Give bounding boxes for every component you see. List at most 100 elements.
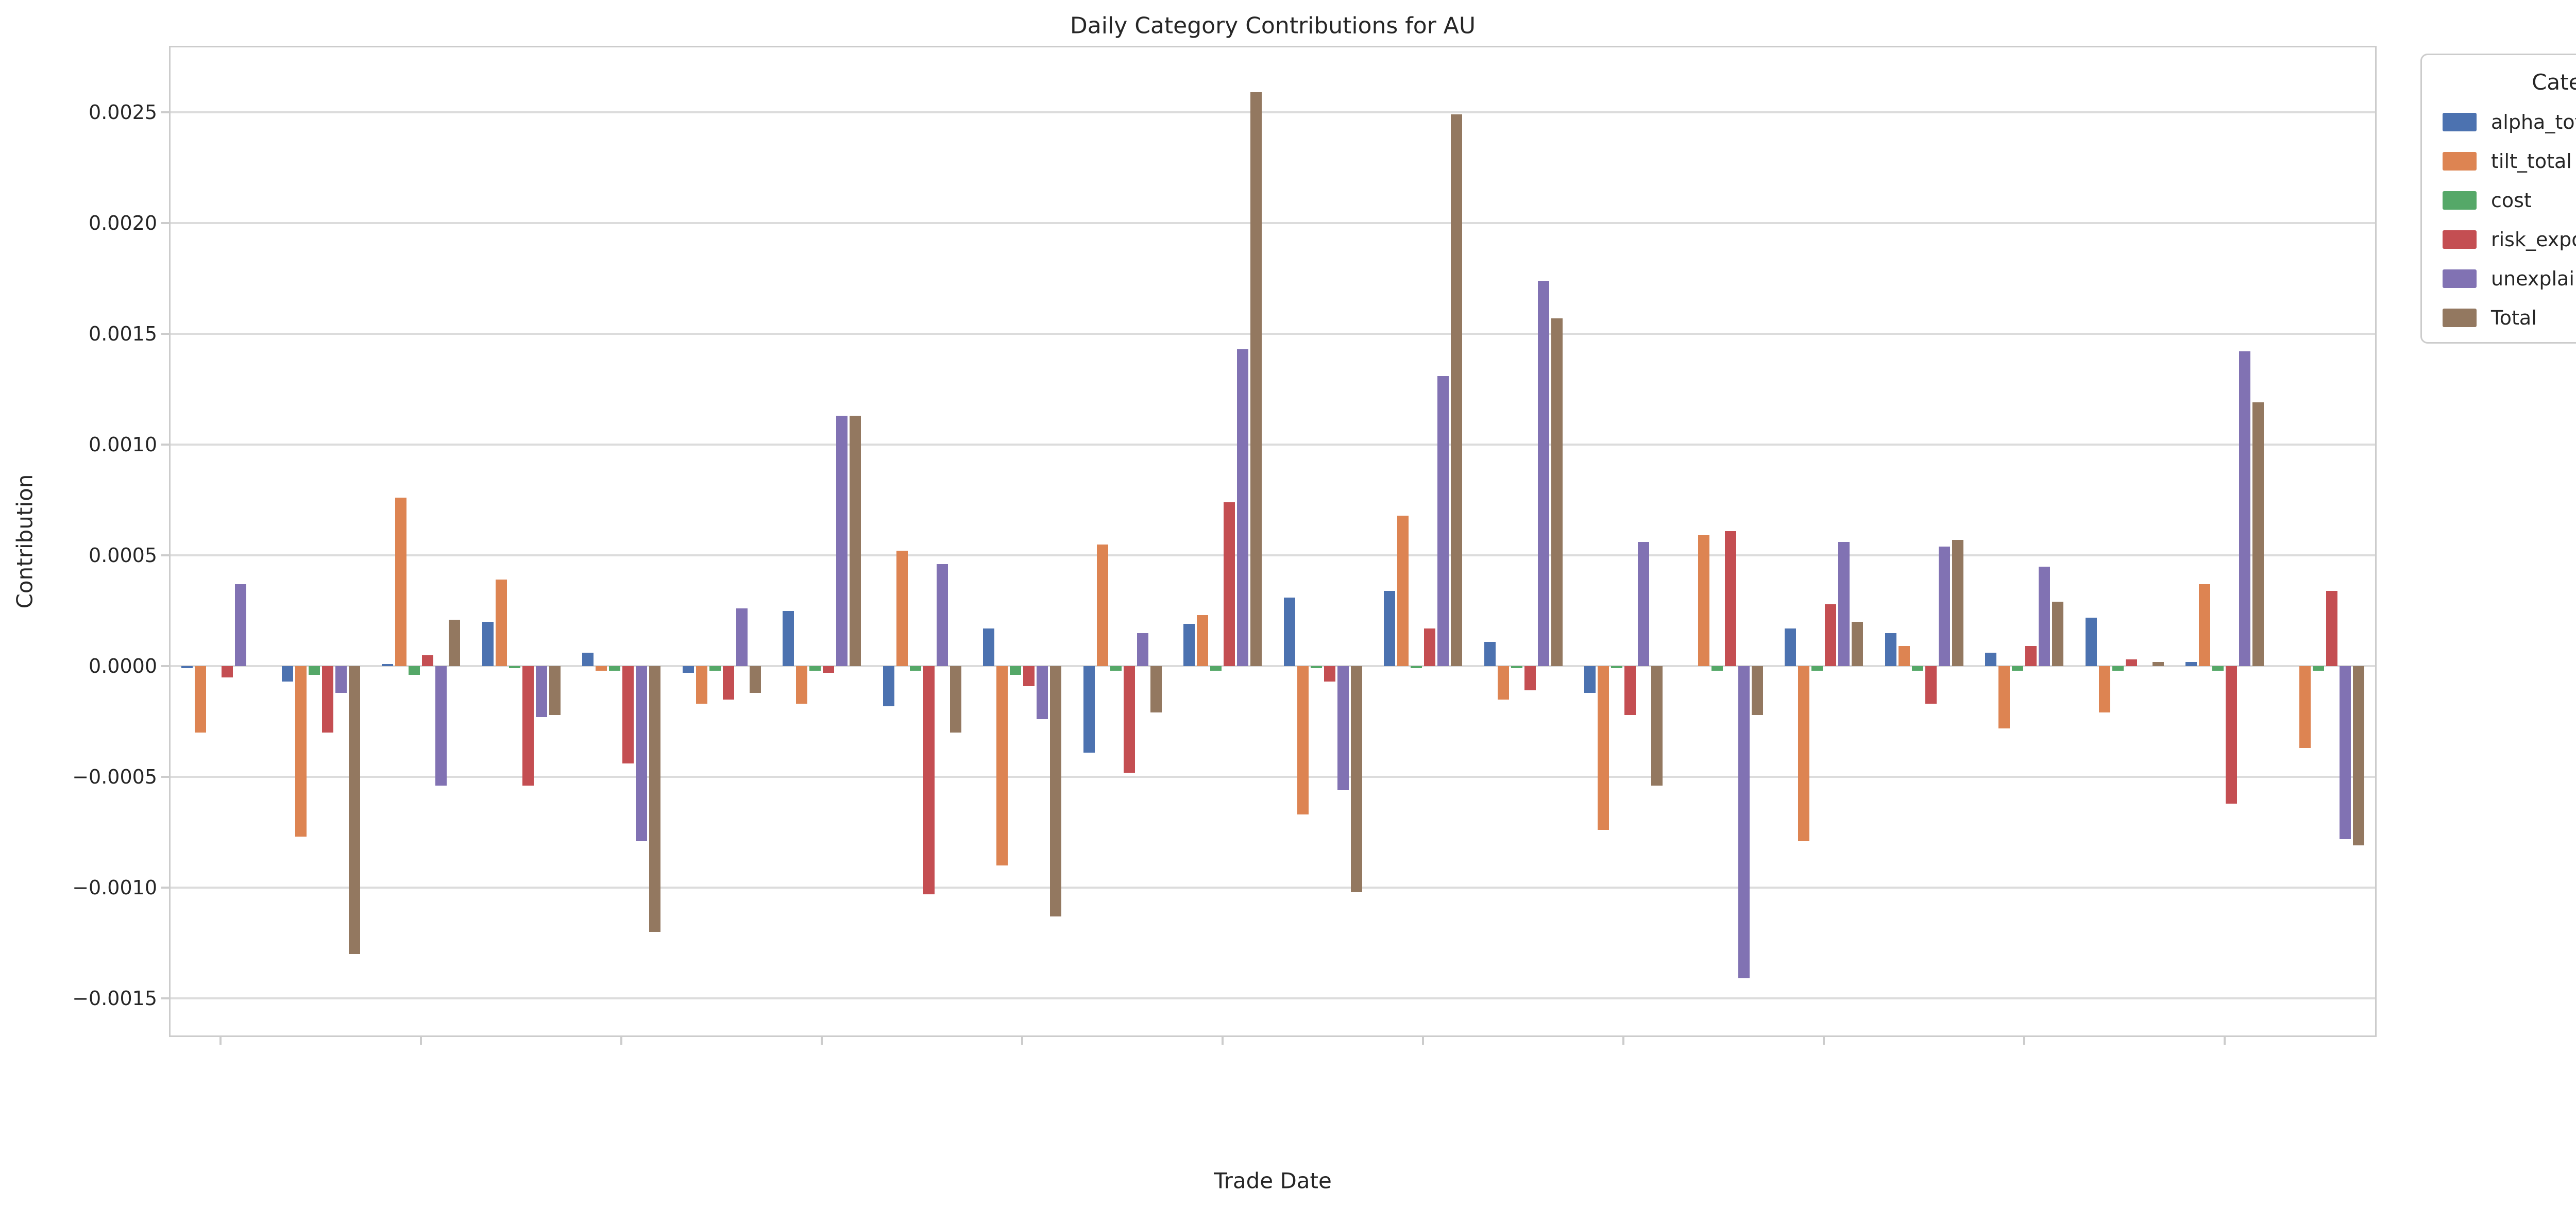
bar-unexplained-2025-05-16	[1337, 666, 1349, 790]
bar-risk_exposure-2025-05-21	[1624, 666, 1636, 715]
x-tick-mark	[1422, 1037, 1425, 1045]
gridline-y-0.0005	[171, 554, 2375, 557]
bar-Total-2025-05-08	[749, 666, 761, 693]
x-tick-mark	[1622, 1037, 1625, 1045]
bar-Total-2025-05-02	[348, 666, 360, 955]
bar-risk_exposure-2025-05-01	[222, 666, 233, 677]
bar-Total-2025-05-21	[1651, 666, 1663, 786]
bar-Total-2025-05-27	[2052, 602, 2064, 667]
bar-alpha_total-2025-05-26	[1885, 633, 1896, 667]
bar-risk_exposure-2025-05-02	[321, 666, 333, 733]
bar-unexplained-2025-05-20	[1537, 280, 1549, 667]
legend-swatch-alpha_total	[2443, 113, 2477, 131]
bar-risk_exposure-2025-05-14	[1123, 666, 1135, 773]
bar-cost-2025-05-12	[909, 666, 921, 671]
bar-tilt_total-2025-05-20	[1497, 666, 1509, 700]
y-tick-mark	[161, 887, 169, 889]
bar-Total-2025-05-14	[1150, 666, 1162, 713]
y-tick-mark	[161, 665, 169, 668]
bar-Total-2025-05-20	[1551, 318, 1563, 667]
y-tick-label: 0.0000	[89, 655, 157, 678]
bar-cost-2025-05-26	[1911, 666, 1923, 671]
bar-cost-2025-05-08	[709, 666, 721, 671]
bar-risk_exposure-2025-05-30	[2326, 590, 2337, 667]
bar-alpha_total-2025-05-09	[783, 610, 794, 667]
bar-Total-2025-05-19	[1451, 114, 1463, 667]
bar-cost-2025-05-09	[809, 666, 821, 671]
bar-risk_exposure-2025-05-13	[1023, 666, 1035, 686]
bar-unexplained-2025-05-30	[2339, 666, 2351, 839]
bar-unexplained-2025-05-13	[1037, 666, 1048, 720]
bar-alpha_total-2025-05-06	[482, 622, 494, 667]
legend-label-risk_exposure: risk_exposure	[2491, 228, 2576, 251]
y-tick-label: 0.0025	[89, 101, 157, 124]
bar-alpha_total-2025-05-08	[682, 666, 694, 673]
bar-unexplained-2025-05-05	[435, 666, 447, 786]
legend-swatch-tilt_total	[2443, 152, 2477, 171]
bar-Total-2025-05-06	[549, 666, 561, 715]
bar-alpha_total-2025-05-07	[582, 653, 594, 667]
x-axis-title: Trade Date	[1214, 1168, 1332, 1194]
bar-cost-2025-05-22	[1711, 666, 1723, 671]
bar-risk_exposure-2025-05-16	[1324, 666, 1335, 682]
bar-risk_exposure-2025-05-09	[823, 666, 835, 673]
bar-alpha_total-2025-05-27	[1985, 653, 1997, 667]
bar-unexplained-2025-05-19	[1437, 376, 1449, 667]
bar-cost-2025-05-16	[1310, 666, 1322, 669]
x-tick-mark	[420, 1037, 422, 1045]
bar-tilt_total-2025-05-23	[1798, 666, 1810, 841]
plot-area	[169, 46, 2377, 1037]
bar-cost-2025-05-14	[1110, 666, 1122, 671]
bar-Total-2025-05-23	[1852, 622, 1863, 667]
bar-alpha_total-2025-05-28	[2085, 617, 2097, 667]
legend-item-alpha_total: alpha_total	[2443, 112, 2576, 132]
bar-Total-2025-05-26	[1952, 539, 1963, 667]
bar-risk_exposure-2025-05-22	[1724, 531, 1736, 667]
legend-swatch-Total	[2443, 309, 2477, 327]
y-tick-label: 0.0005	[89, 544, 157, 567]
bar-tilt_total-2025-05-28	[2098, 666, 2110, 713]
bar-risk_exposure-2025-05-19	[1424, 628, 1436, 667]
gridline-y-0.0020	[171, 222, 2375, 225]
bar-Total-2025-05-13	[1050, 666, 1062, 917]
bar-Total-2025-05-15	[1250, 92, 1262, 667]
bar-Total-2025-05-16	[1350, 666, 1362, 892]
gridline-y-−0.0010	[171, 887, 2375, 889]
y-tick-label: −0.0010	[72, 876, 157, 899]
bar-tilt_total-2025-05-22	[1698, 535, 1709, 667]
chart-title: Daily Category Contributions for AU	[1070, 12, 1476, 39]
y-tick-label: 0.0020	[89, 212, 157, 235]
legend-item-Total: Total	[2443, 308, 2576, 328]
bar-Total-2025-05-09	[850, 416, 861, 667]
y-tick-label: −0.0015	[72, 987, 157, 1010]
bar-tilt_total-2025-05-01	[195, 666, 207, 733]
bar-alpha_total-2025-05-12	[883, 666, 894, 706]
bar-cost-2025-05-05	[409, 666, 420, 675]
bar-unexplained-2025-05-12	[936, 564, 948, 667]
y-tick-label: −0.0005	[72, 766, 157, 789]
legend-swatch-cost	[2443, 191, 2477, 210]
bar-risk_exposure-2025-05-05	[422, 655, 434, 667]
bar-tilt_total-2025-05-08	[696, 666, 707, 704]
y-tick-label: 0.0015	[89, 322, 157, 346]
bar-alpha_total-2025-05-02	[281, 666, 293, 682]
bar-alpha_total-2025-05-29	[2185, 661, 2197, 667]
legend-item-unexplained: unexplained	[2443, 269, 2576, 288]
bar-alpha_total-2025-05-20	[1484, 641, 1496, 667]
x-tick-mark	[1222, 1037, 1224, 1045]
bar-tilt_total-2025-05-05	[395, 498, 407, 667]
bar-Total-2025-05-28	[2152, 661, 2164, 667]
gridline-y-0.0025	[171, 111, 2375, 113]
bar-tilt_total-2025-05-19	[1397, 515, 1409, 667]
bar-risk_exposure-2025-05-12	[923, 666, 935, 895]
x-tick-mark	[1021, 1037, 1024, 1045]
bar-tilt_total-2025-05-29	[2199, 584, 2211, 667]
gridline-y-0.0010	[171, 444, 2375, 446]
y-axis-title: Contribution	[12, 474, 38, 609]
gridline-y-0.0015	[171, 333, 2375, 335]
bar-risk_exposure-2025-05-26	[1925, 666, 1937, 704]
bar-unexplained-2025-05-15	[1237, 349, 1249, 667]
y-tick-label: 0.0010	[89, 433, 157, 456]
bar-risk_exposure-2025-05-27	[2025, 646, 2037, 667]
